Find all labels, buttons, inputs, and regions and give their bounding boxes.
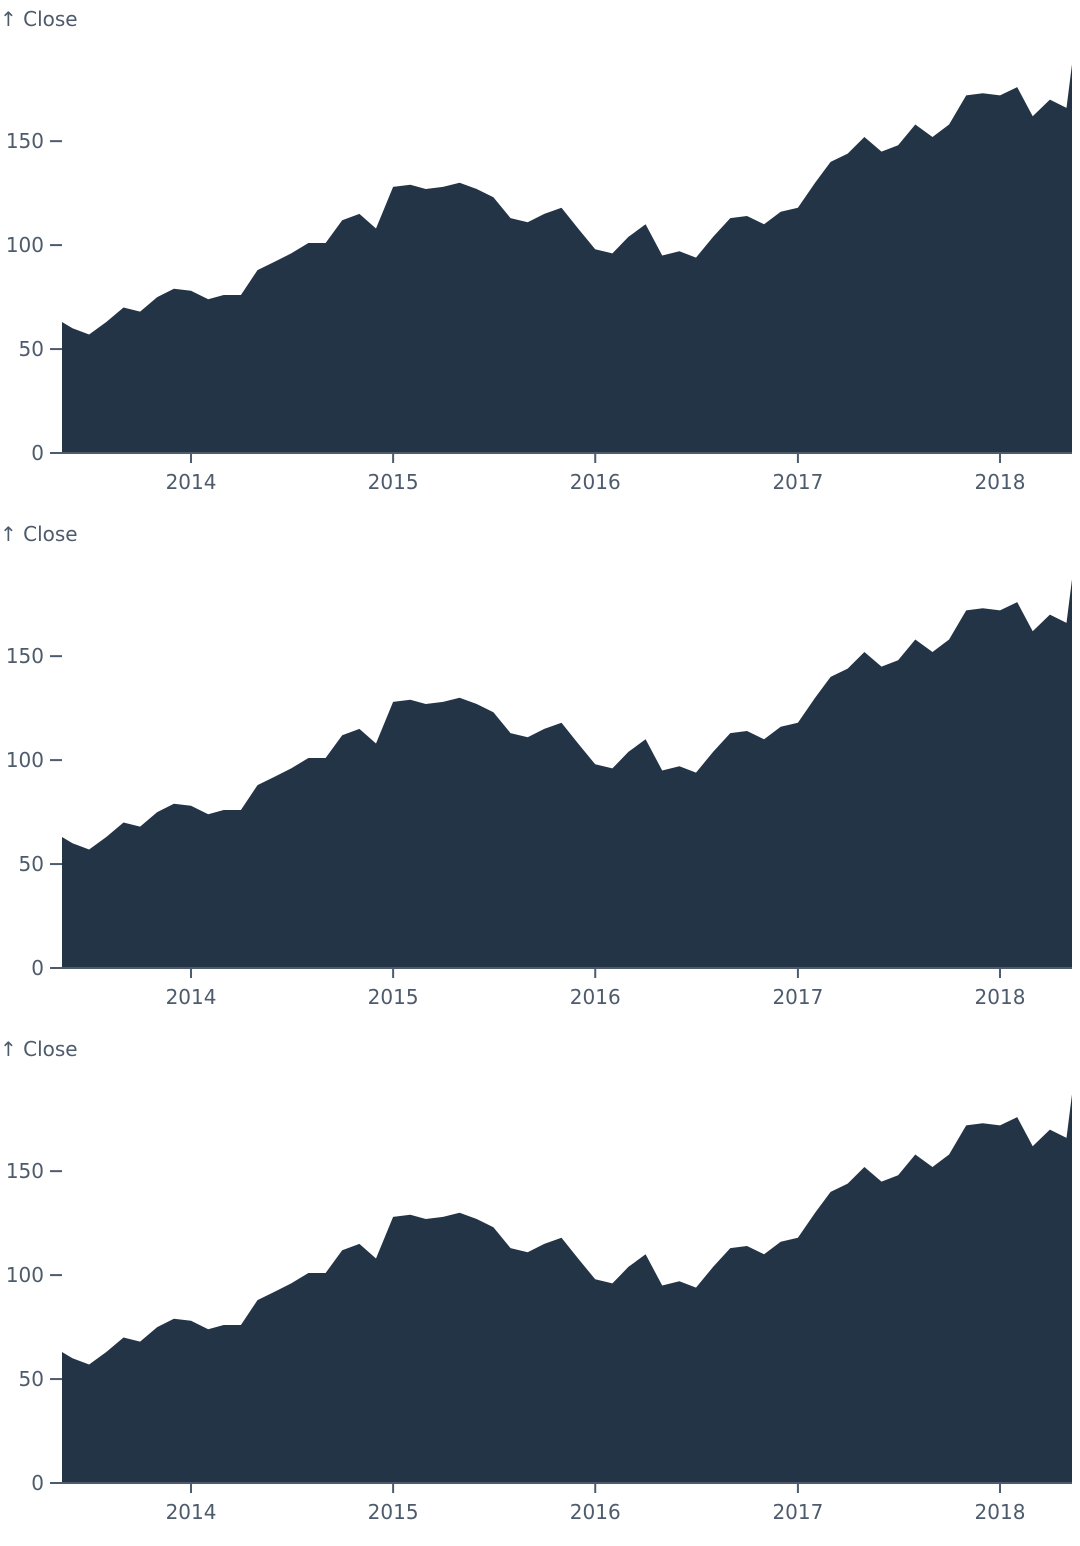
y-tick-label: 50 <box>19 1367 44 1391</box>
y-tick-label: 0 <box>31 956 44 980</box>
x-tick-label: 2018 <box>975 470 1026 494</box>
y-tick-label: 100 <box>6 748 44 772</box>
close-area <box>62 579 1072 968</box>
x-tick-label: 2015 <box>368 1500 419 1524</box>
x-tick-label: 2018 <box>975 1500 1026 1524</box>
x-tick-label: 2014 <box>166 1500 217 1524</box>
y-tick-label: 0 <box>31 1471 44 1495</box>
x-tick-label: 2015 <box>368 985 419 1009</box>
y-tick-label: 150 <box>6 1159 44 1183</box>
x-tick-label: 2017 <box>772 470 823 494</box>
y-tick-label: 100 <box>6 233 44 257</box>
y-axis-label: ↑ Close <box>0 1037 78 1061</box>
y-tick-label: 100 <box>6 1263 44 1287</box>
x-tick-label: 2018 <box>975 985 1026 1009</box>
x-tick-label: 2017 <box>772 1500 823 1524</box>
y-axis-label: ↑ Close <box>0 7 78 31</box>
close-area-chart-3: 0 50 100 150 2014 2015 2016 2017 2018 ↑ Close <box>0 1037 1072 1524</box>
x-tick-label: 2016 <box>570 1500 621 1524</box>
x-tick-label: 2017 <box>772 985 823 1009</box>
y-tick-label: 150 <box>6 644 44 668</box>
y-axis-label: ↑ Close <box>0 522 78 546</box>
x-tick-label: 2015 <box>368 470 419 494</box>
close-area-chart-2: 0 50 100 150 2014 2015 2016 2017 2018 ↑ Close <box>0 522 1072 1009</box>
y-tick-label: 50 <box>19 337 44 361</box>
x-tick-label: 2016 <box>570 470 621 494</box>
y-tick-label: 50 <box>19 852 44 876</box>
x-tick-label: 2014 <box>166 985 217 1009</box>
x-tick-label: 2014 <box>166 470 217 494</box>
y-tick-label: 150 <box>6 129 44 153</box>
close-area-chart-1: 0 50 100 150 2014 2015 2016 2017 2018 ↑ Close <box>0 7 1072 494</box>
close-area <box>62 1094 1072 1483</box>
close-area <box>62 64 1072 453</box>
x-tick-label: 2016 <box>570 985 621 1009</box>
y-tick-label: 0 <box>31 441 44 465</box>
